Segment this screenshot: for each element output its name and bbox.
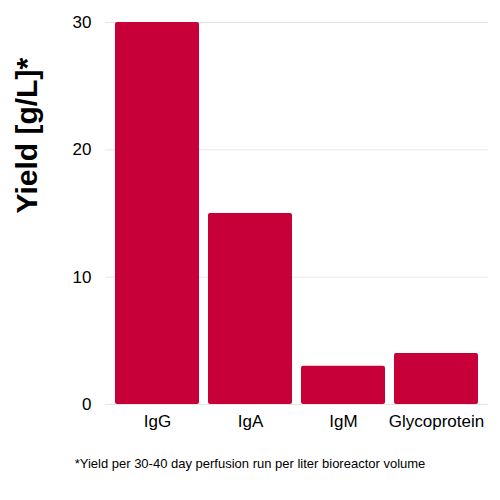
svg-text:IgG: IgG — [144, 412, 171, 431]
svg-text:IgM: IgM — [329, 412, 357, 431]
svg-text:30: 30 — [73, 13, 92, 32]
svg-text:10: 10 — [73, 268, 92, 287]
svg-text:IgA: IgA — [238, 412, 264, 431]
svg-text:Glycoprotein: Glycoprotein — [389, 412, 484, 431]
svg-text:Yield [g/L]*: Yield [g/L]* — [10, 58, 43, 214]
svg-text:20: 20 — [73, 140, 92, 159]
svg-text:0: 0 — [82, 395, 91, 414]
html-text:*Yield per 30-40 day perfusion: *Yield per 30-40 day perfusion run per l… — [74, 456, 426, 471]
